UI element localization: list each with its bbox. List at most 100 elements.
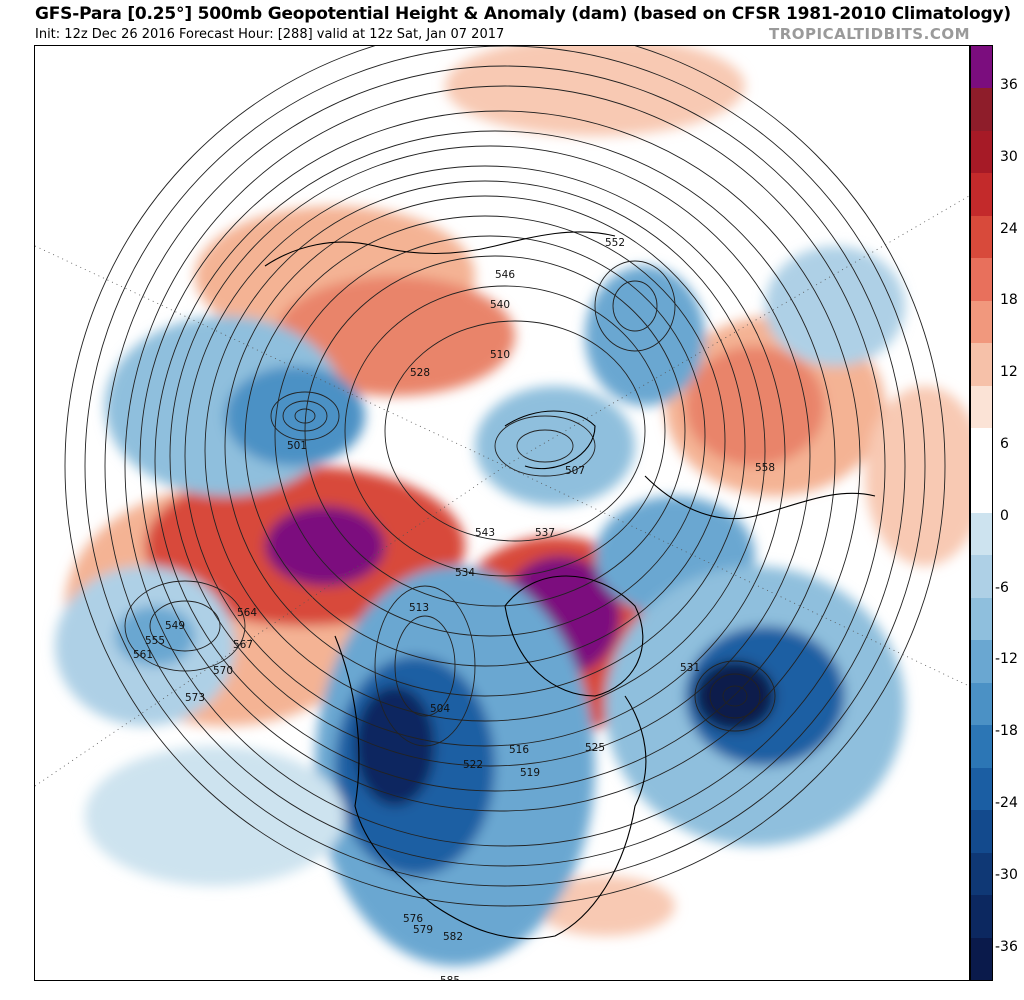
colorbar-segment [971, 130, 992, 174]
contour-line [244, 215, 726, 667]
colorbar-tick-label: 12 [1000, 364, 1018, 381]
colorbar-segment [971, 767, 992, 811]
contour-line [154, 130, 836, 792]
colorbar-segment [971, 555, 992, 599]
coastlines [264, 231, 876, 940]
map-panel: 585 582 579 576 573 570 567 564 561 558 … [34, 45, 970, 981]
contour-line [124, 85, 886, 847]
contour-line [124, 580, 246, 672]
contour-label: 555 [145, 635, 165, 647]
brand-watermark[interactable]: TROPICALTIDBITS.COM [769, 25, 970, 43]
contour-line [374, 585, 476, 747]
contour-label: 546 [495, 269, 515, 281]
anomaly-positive [685, 346, 825, 466]
contour-label: 567 [233, 639, 253, 651]
colorbar-tick-label: 0 [1000, 507, 1009, 524]
contour-label: 534 [455, 567, 475, 579]
contour-label: 501 [287, 440, 307, 452]
contour-label: 528 [410, 367, 430, 379]
contour-line [282, 400, 328, 432]
anomaly-negative [85, 746, 345, 886]
colorbar-segment [971, 640, 992, 684]
polar-ice-edge [504, 410, 596, 470]
contour-line [64, 46, 946, 907]
contour-line [184, 165, 786, 747]
colorbar-segment [971, 258, 992, 302]
contour-label: 510 [490, 349, 510, 361]
contour-label: 570 [213, 665, 233, 677]
contour-labels: 585 582 579 576 573 570 567 564 561 558 … [133, 237, 775, 980]
contour-label: 531 [680, 662, 700, 674]
contour-label: 543 [475, 527, 495, 539]
contour-line [344, 285, 666, 577]
colorbar-segment [971, 513, 992, 556]
contour-line [694, 660, 776, 732]
colorbar-segment [971, 810, 992, 854]
colorbar-segment [971, 597, 992, 641]
contour-line [722, 685, 748, 707]
colorbar-segment [971, 300, 992, 344]
colorbar-tick-label: 18 [1000, 292, 1018, 309]
contour-label: 561 [133, 649, 153, 661]
contour-label: 525 [585, 742, 605, 754]
anomaly-negative [475, 386, 635, 506]
colorbar-segment [971, 385, 992, 429]
contour-label: 573 [185, 692, 205, 704]
height-contours [64, 46, 946, 907]
contour-line [104, 65, 906, 867]
graticule [35, 195, 969, 787]
contour-line [612, 280, 658, 332]
contour-label: 513 [409, 602, 429, 614]
anomaly-positive [535, 876, 675, 936]
colorbar-segment [971, 343, 992, 387]
contour-line [270, 391, 340, 441]
contour-line [274, 235, 706, 637]
contour-label: 537 [535, 527, 555, 539]
contour-line [294, 408, 316, 424]
colorbar-segment [971, 173, 992, 217]
contour-line [494, 415, 596, 477]
colorbar-tick-label: -18 [995, 723, 1018, 740]
colorbar-segment [971, 470, 992, 514]
contour-line [709, 673, 761, 719]
colorbar-tick-label: 6 [1000, 436, 1009, 452]
contour-line [384, 320, 646, 542]
colorbar-tick-label: 24 [1000, 220, 1018, 237]
contour-line [594, 260, 676, 352]
contour-line [204, 180, 766, 722]
contour-line [516, 429, 574, 463]
north-america-coast [334, 635, 647, 940]
contour-label: 549 [165, 620, 185, 632]
arctic-coast [264, 231, 616, 267]
colorbar-segment [971, 215, 992, 259]
colorbar-tick-label: -12 [995, 651, 1018, 668]
anomaly-positive [445, 46, 745, 136]
contour-label: 552 [605, 237, 625, 249]
chart-subtitle: Init: 12z Dec 26 2016 Forecast Hour: [28… [35, 27, 505, 42]
contour-label: 558 [755, 462, 775, 474]
contour-label: 516 [509, 744, 529, 756]
colorbar-segment [971, 852, 992, 896]
colorbar-segment [971, 46, 992, 89]
colorbar-segment [971, 725, 992, 769]
colorbar-tick-label: -24 [995, 795, 1018, 811]
anomaly-shading [55, 46, 969, 966]
colorbar-segment [971, 937, 992, 981]
colorbar-segment [971, 88, 992, 132]
colorbar-tick-label: -6 [995, 579, 1009, 596]
anomaly-positive [865, 386, 969, 566]
anomaly-negative [765, 246, 905, 366]
anomaly-negative [695, 661, 775, 731]
contour-line [224, 195, 746, 697]
anomaly-map: 585 582 579 576 573 570 567 564 561 558 … [35, 46, 969, 980]
contour-label: 585 [440, 975, 460, 980]
contour-label: 507 [565, 465, 585, 477]
anomaly-negative [355, 686, 435, 806]
contour-line [139, 110, 861, 812]
contour-label: 540 [490, 299, 510, 311]
contour-label: 579 [413, 924, 433, 936]
anomaly-positive [275, 276, 515, 396]
contour-line [394, 615, 456, 717]
contour-label: 576 [403, 913, 423, 925]
contour-line [84, 46, 926, 887]
